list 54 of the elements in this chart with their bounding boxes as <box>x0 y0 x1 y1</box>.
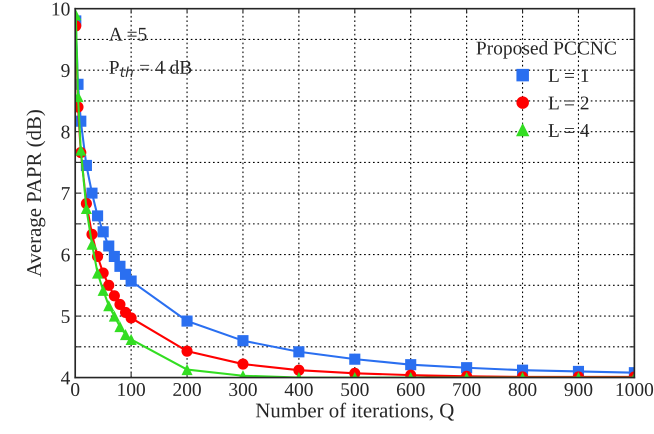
point <box>237 335 249 346</box>
legend-label: L = 2 <box>548 96 588 110</box>
point <box>92 210 104 222</box>
y-tick-label: 8 <box>61 125 70 139</box>
point <box>405 359 416 370</box>
point <box>108 290 120 302</box>
x-tick-label: 900 <box>564 383 592 396</box>
legend-title: Proposed PCCNC <box>476 40 616 59</box>
point <box>92 268 104 279</box>
x-tick-label: 300 <box>229 383 257 396</box>
legend-label: L = 1 <box>548 69 588 82</box>
y-tick-label: 6 <box>61 248 70 262</box>
point <box>86 188 98 199</box>
point <box>80 202 92 214</box>
point <box>126 312 137 324</box>
x-tick-label: 700 <box>453 383 480 396</box>
annotation: P$_{th}$ = 4 dB <box>109 60 192 77</box>
point <box>103 280 114 291</box>
legend-label: L = 4 <box>548 124 590 137</box>
annotation: A =5 <box>108 28 147 41</box>
point <box>114 320 126 332</box>
y-axis-title: Average PAPR (dB) <box>26 110 46 277</box>
y-tick-label: 7 <box>62 187 70 200</box>
point <box>86 238 98 250</box>
point <box>126 275 137 287</box>
point <box>181 315 193 327</box>
point <box>237 358 249 370</box>
point <box>114 298 126 310</box>
x-tick-label: 1000 <box>616 383 654 396</box>
y-tick-label: 4 <box>61 372 70 384</box>
x-tick-label: 200 <box>173 383 201 396</box>
point <box>181 364 193 376</box>
point <box>126 334 137 346</box>
x-axis-title: Number of iterations, Q <box>256 402 454 421</box>
x-tick-label: 500 <box>341 383 369 396</box>
point <box>293 364 304 376</box>
x-tick-label: 100 <box>118 383 145 396</box>
x-tick-label: 0 <box>71 383 80 396</box>
y-tick-label: 10 <box>52 2 70 16</box>
point <box>98 284 109 296</box>
point <box>103 300 114 312</box>
point <box>98 226 109 238</box>
x-tick-label: 400 <box>284 383 313 396</box>
point <box>108 310 120 322</box>
point <box>108 250 120 262</box>
point <box>103 240 114 252</box>
point <box>181 346 193 357</box>
y-tick-label: 5 <box>62 310 70 324</box>
point <box>293 346 304 358</box>
y-tick-label: 9 <box>61 64 70 78</box>
point <box>349 354 360 365</box>
x-tick-label: 800 <box>508 383 536 396</box>
point <box>75 144 86 156</box>
x-tick-label: 600 <box>396 383 425 396</box>
